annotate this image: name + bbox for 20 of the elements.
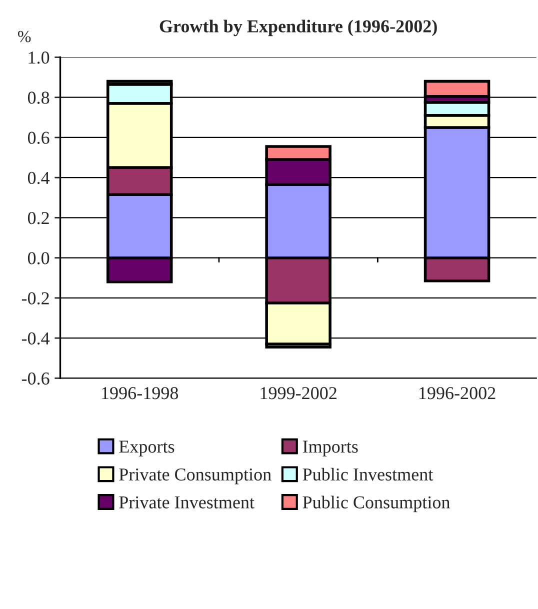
y-tick-label: -0.2 (22, 292, 49, 304)
x-tick-label: 1996-1998 (102, 387, 178, 400)
x-tick-label: 1999-2002 (260, 387, 336, 400)
legend-label: Private Consumption (119, 468, 272, 484)
y-axis-title: % (18, 30, 31, 42)
legend-label: Imports (302, 440, 358, 456)
y-tick-label: 1.0 (28, 52, 50, 64)
y-tick-label: 0.2 (28, 212, 49, 224)
y-tick-label: 0.0 (28, 252, 50, 264)
legend-label: Private Investment (119, 496, 254, 508)
legend-label: Public Investment (302, 468, 434, 481)
legend-label: Exports (119, 440, 174, 456)
y-tick-label: 0.8 (28, 92, 50, 104)
legend-label: Public Consumption (302, 496, 450, 512)
y-tick-label: 0.6 (28, 132, 50, 144)
x-tick-label: 1996-2002 (420, 387, 496, 400)
chart-title: Growth by Expenditure (1996-2002) (160, 20, 437, 36)
y-tick-label: -0.4 (22, 332, 50, 345)
y-tick-label: 0.4 (28, 172, 50, 184)
y-tick-label: -0.6 (22, 372, 50, 385)
